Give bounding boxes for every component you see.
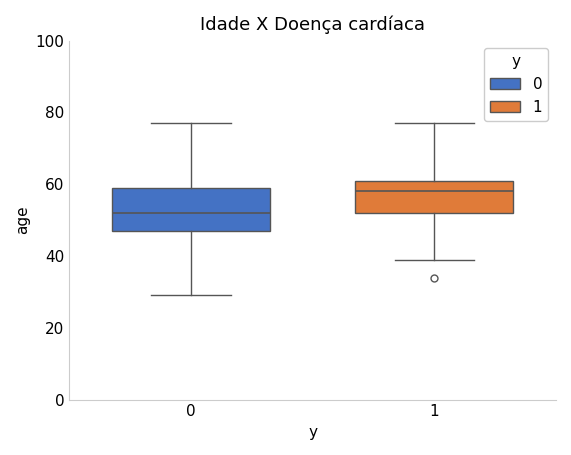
X-axis label: y: y: [308, 425, 317, 440]
Y-axis label: age: age: [15, 206, 30, 234]
PathPatch shape: [355, 181, 513, 213]
Title: Idade X Doença cardíaca: Idade X Doença cardíaca: [200, 15, 425, 34]
Legend: 0, 1: 0, 1: [484, 48, 548, 121]
PathPatch shape: [112, 188, 270, 231]
